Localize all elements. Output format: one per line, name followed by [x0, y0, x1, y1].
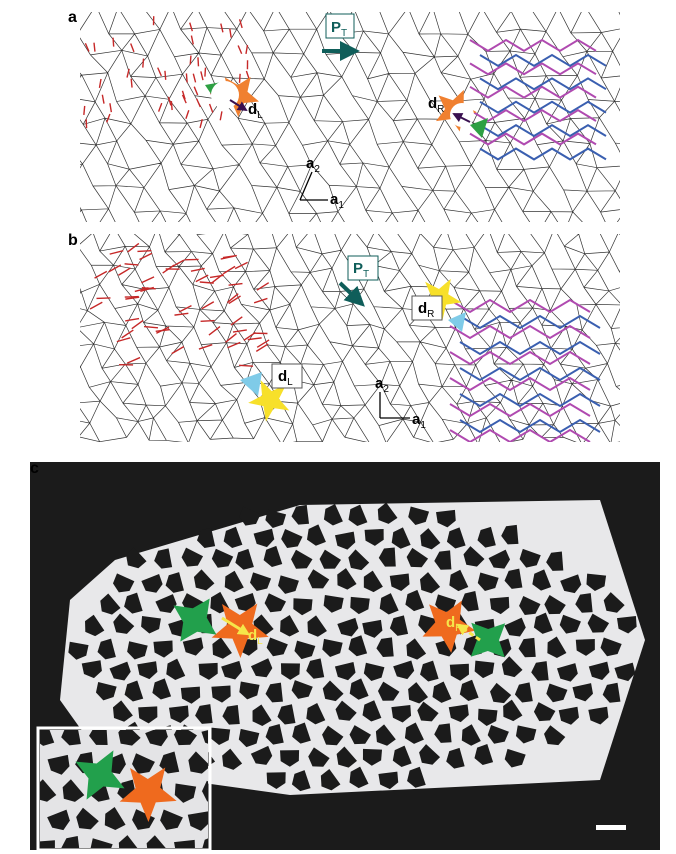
- domain-wall: [450, 300, 590, 312]
- displacement: [190, 56, 191, 65]
- displacement: [221, 24, 223, 33]
- displacement: [132, 320, 143, 328]
- displacement: [96, 298, 110, 299]
- displacement: [102, 95, 104, 104]
- figure: a b c PT dL dR a2 a1 PT dL dR a2 a1 dL d…: [0, 0, 676, 854]
- displacement: [156, 330, 170, 332]
- panel-label: b: [68, 232, 78, 249]
- lattice-vector: a1: [330, 191, 344, 211]
- displacement: [144, 327, 158, 328]
- displacement: [233, 330, 247, 332]
- displacement: [226, 334, 237, 343]
- defect-piece: [240, 372, 262, 396]
- lattice-edges: [54, 208, 643, 444]
- displacement: [125, 264, 139, 265]
- displacement: [205, 68, 206, 77]
- arrow: [340, 283, 362, 304]
- core: [450, 103, 474, 127]
- displacement: [131, 44, 134, 52]
- displacement: [141, 277, 154, 283]
- displacement: [257, 340, 269, 347]
- displacement: [165, 71, 166, 80]
- hole: [174, 840, 195, 854]
- displacement: [190, 23, 193, 32]
- displacement: [125, 319, 139, 321]
- displacement: [127, 358, 140, 364]
- displacement: [254, 298, 267, 302]
- displacement: [239, 365, 253, 366]
- displacement: [94, 43, 95, 52]
- displacement: [201, 71, 203, 80]
- displacement: [186, 73, 187, 82]
- displacement: [137, 251, 151, 252]
- displacement: [210, 104, 213, 112]
- displacement: [191, 268, 205, 271]
- displacement: [179, 306, 191, 312]
- displacement: [248, 338, 262, 340]
- displacement: [201, 321, 215, 322]
- axes: [300, 172, 328, 200]
- displacement: [158, 68, 162, 76]
- displacement: [140, 253, 152, 259]
- displacement: [230, 29, 231, 38]
- panel-label: a: [68, 9, 77, 26]
- displacement: [212, 274, 223, 283]
- displacement: [196, 275, 208, 282]
- displacement: [128, 243, 139, 251]
- displacement: [186, 110, 189, 119]
- displacement: [220, 111, 222, 120]
- displacement: [223, 266, 235, 273]
- displacement: [198, 57, 199, 66]
- domain-wall: [460, 446, 600, 458]
- domain-wall: [470, 40, 596, 51]
- domain-wall: [480, 149, 606, 160]
- displacement: [235, 262, 248, 268]
- displacement: [246, 45, 247, 54]
- displacement: [113, 38, 114, 47]
- defect: dL: [248, 101, 263, 121]
- displacement: [127, 69, 129, 78]
- lattice-b: [54, 208, 643, 484]
- lattice-vector: a2: [375, 375, 389, 395]
- scale-bar: [596, 825, 626, 830]
- displacement: [84, 106, 85, 115]
- panel-label: c: [30, 460, 39, 477]
- displacement: [131, 79, 132, 88]
- displacement: [191, 36, 193, 45]
- displacement: [107, 114, 110, 122]
- displacement: [240, 74, 241, 83]
- displacement: [109, 265, 121, 272]
- displacement: [159, 103, 162, 111]
- displacement: [238, 45, 242, 53]
- displacement: [194, 87, 197, 95]
- displacement: [118, 268, 130, 275]
- displacement: [110, 103, 111, 112]
- displacement: [90, 302, 102, 309]
- displacement: [199, 345, 212, 349]
- displacement: [256, 344, 268, 351]
- displacement: [223, 256, 237, 258]
- displacement: [174, 313, 188, 315]
- displacement: [193, 74, 195, 83]
- core: [211, 81, 239, 109]
- displacement: [197, 99, 201, 107]
- displacement: [143, 59, 144, 68]
- displacement: [171, 101, 172, 110]
- defect-piece: [448, 312, 466, 332]
- displacement: [99, 79, 101, 88]
